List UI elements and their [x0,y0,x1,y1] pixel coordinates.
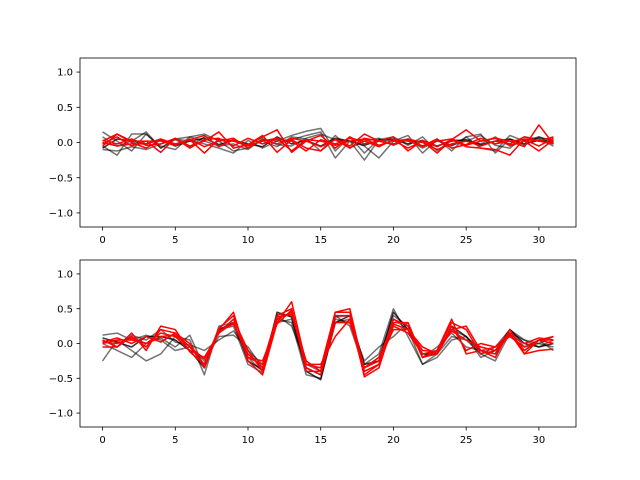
series-line-10 [102,136,554,156]
y-tick-label: 0.0 [57,138,73,149]
x-tick-label: 30 [533,435,546,446]
series-line-8 [102,311,554,373]
x-tick-label: 10 [242,435,255,446]
series-group [101,301,554,381]
series-line-10 [102,309,554,376]
series-line-8 [102,137,554,152]
x-tick-label: 30 [533,235,546,246]
x-tick-label: 20 [387,235,400,246]
y-tick-label: 1.0 [57,68,73,79]
y-tick-label: −1.0 [49,409,73,420]
x-tick-label: 25 [460,235,473,246]
y-tick-label: −0.5 [49,173,73,184]
x-tick-label: 0 [99,435,105,446]
y-tick-label: 1.0 [57,270,73,281]
x-tick-label: 5 [172,235,178,246]
x-tick-label: 20 [387,435,400,446]
y-tick-label: 0.5 [57,103,73,114]
series-line-1 [102,127,554,154]
subplot-bottom: 0 5 10 15 20 25 30 −1.0 −0.5 0.0 0.5 1.0 [49,259,577,446]
series-line-3 [102,131,554,159]
x-tick-label: 15 [314,235,327,246]
x-tick-label: 5 [172,435,178,446]
y-tick-label: −0.5 [49,374,73,385]
y-tick-label: 0.5 [57,304,73,315]
x-tick-label: 15 [314,435,327,446]
series-group [102,124,555,161]
subplot-top: 0 5 10 15 20 25 30 −1.0 −0.5 0.0 0.5 1.0 [49,57,577,246]
x-tick-label: 0 [99,235,105,246]
x-tick-label: 10 [242,235,255,246]
y-tick-label: −1.0 [49,209,73,220]
y-tick-label: 0.0 [57,339,73,350]
x-tick-label: 25 [460,435,473,446]
